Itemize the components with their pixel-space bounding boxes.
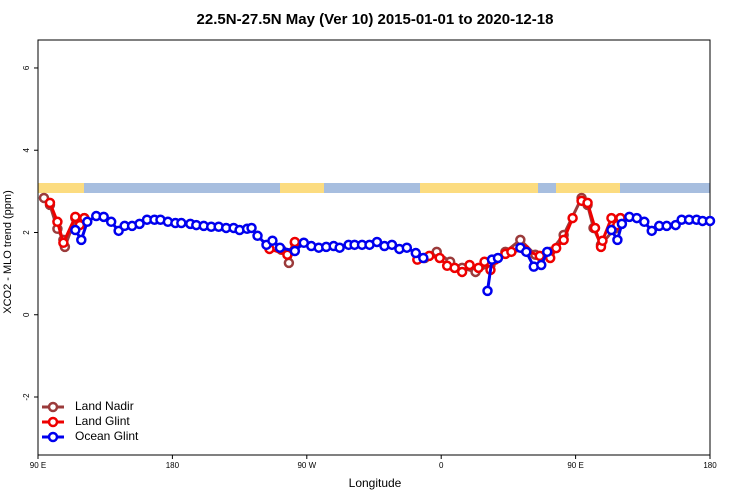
y-axis-label: XCO2 - MLO trend (ppm) <box>2 190 14 313</box>
x-tick-label: 90 W <box>297 461 316 470</box>
data-point <box>76 234 87 246</box>
legend-marker <box>47 401 59 413</box>
data-point <box>606 212 617 224</box>
y-tick-label: 4 <box>22 147 31 152</box>
data-point <box>550 242 562 254</box>
land-ocean-strip <box>38 183 710 193</box>
data-point <box>492 252 504 264</box>
x-tick-label: 90 E <box>30 461 46 470</box>
x-tick-label: 180 <box>703 461 717 470</box>
data-point <box>434 252 445 264</box>
x-tick-label: 0 <box>439 461 444 470</box>
y-tick-label: -2 <box>22 393 31 401</box>
chart-title: 22.5N-27.5N May (Ver 10) 2015-01-01 to 2… <box>197 11 554 28</box>
data-point <box>176 217 187 229</box>
legend-marker <box>47 431 59 443</box>
data-point <box>456 266 468 278</box>
data-point <box>449 262 460 274</box>
data-point <box>616 218 628 230</box>
x-tick-label: 180 <box>166 461 180 470</box>
data-point <box>612 234 623 246</box>
data-point <box>252 230 263 242</box>
data-point <box>567 212 578 224</box>
data-point <box>44 197 56 209</box>
data-point <box>606 224 617 236</box>
data-point <box>70 224 81 236</box>
data-point <box>289 245 301 257</box>
data-point <box>582 197 593 209</box>
data-point <box>105 216 117 228</box>
data-point <box>536 259 547 271</box>
data-point <box>597 235 608 246</box>
x-tick-label: 90 E <box>567 461 583 470</box>
data-point <box>410 247 422 259</box>
legend-marker <box>47 416 59 428</box>
y-tick-label: 6 <box>22 65 31 70</box>
data-point <box>418 252 429 264</box>
plot-frame <box>37 39 711 456</box>
data-point <box>52 216 63 228</box>
data-point <box>541 246 553 258</box>
legend-label: Land Glint <box>75 414 130 428</box>
data-point <box>246 222 257 234</box>
data-point <box>58 237 69 249</box>
data-point <box>82 216 93 228</box>
x-axis-label: Longitude <box>349 476 402 490</box>
data-point <box>267 235 278 246</box>
data-point <box>70 211 81 223</box>
data-point <box>639 216 650 228</box>
data-point <box>464 259 475 271</box>
data-point <box>704 215 716 227</box>
data-point <box>661 220 672 232</box>
y-tick-label: 0 <box>22 312 31 317</box>
data-point <box>558 234 569 246</box>
data-point <box>283 257 295 269</box>
data-point <box>646 225 658 237</box>
data-point <box>473 262 484 274</box>
data-point <box>482 285 493 297</box>
series <box>70 210 716 297</box>
legend-label: Ocean Glint <box>75 429 139 443</box>
data-point <box>521 246 532 258</box>
series <box>44 195 626 278</box>
data-point <box>401 242 413 253</box>
data-point <box>589 222 601 234</box>
y-tick-label: 2 <box>22 230 31 235</box>
data-point <box>371 236 383 248</box>
data-point <box>134 218 145 230</box>
data-point <box>506 246 517 258</box>
data-point <box>386 239 398 251</box>
data-point <box>98 211 109 223</box>
data-point <box>274 242 286 253</box>
legend-label: Land Nadir <box>75 399 134 413</box>
data-point <box>289 236 301 248</box>
data-point <box>334 242 345 253</box>
